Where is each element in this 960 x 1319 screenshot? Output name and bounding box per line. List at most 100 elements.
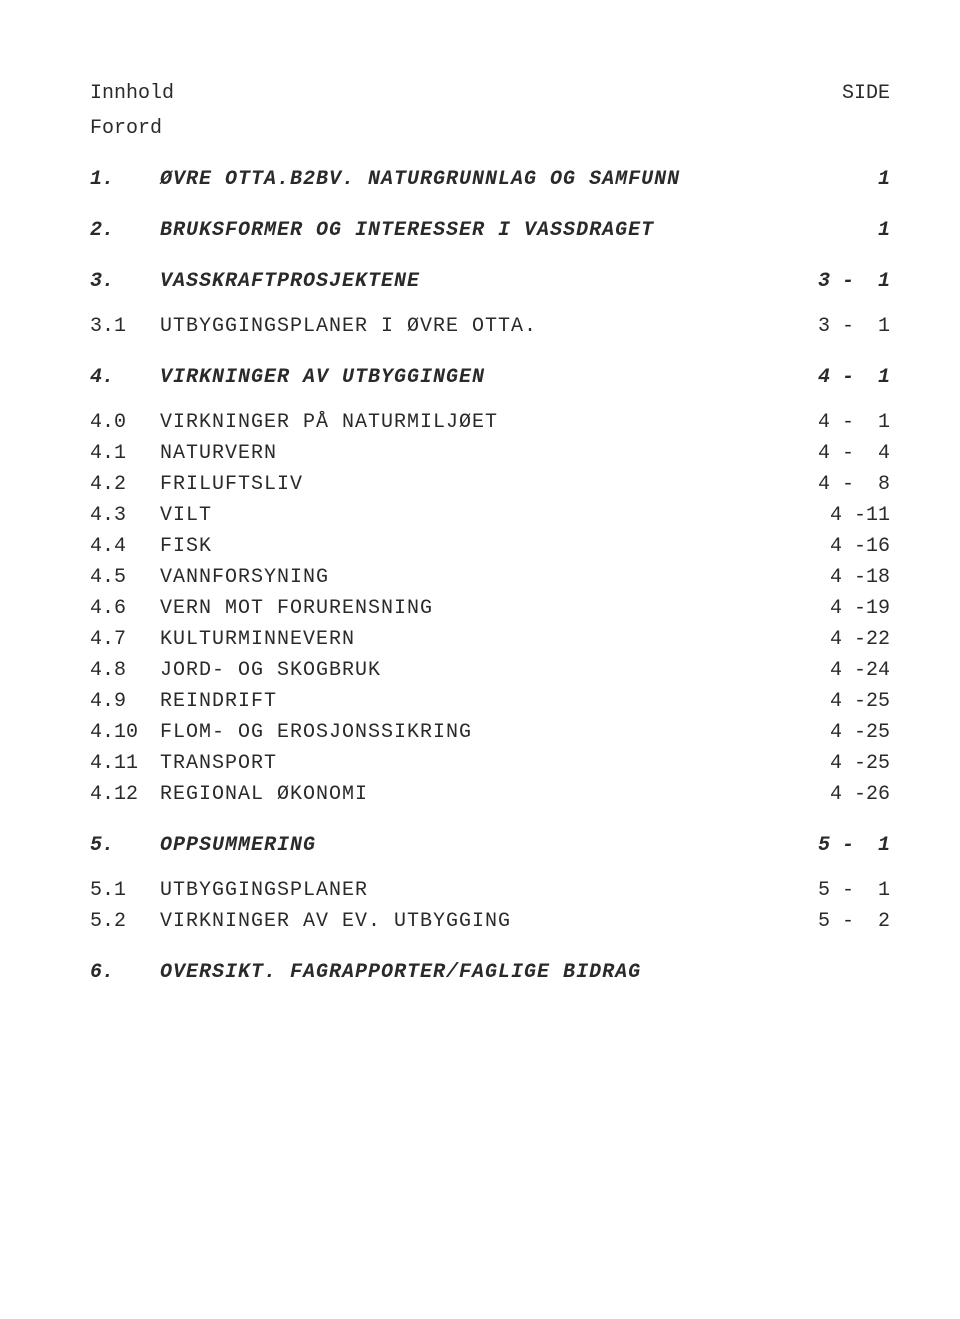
toc-entry-title: FLOM- OG EROSJONSSIKRING xyxy=(160,719,472,746)
toc-entry-number: 5. xyxy=(90,832,160,859)
toc-row-left: 4.9REINDRIFT xyxy=(90,688,277,715)
toc-row: 4.5VANNFORSYNING 4 -18 xyxy=(90,564,890,591)
toc-row: 4.1NATURVERN 4 - 4 xyxy=(90,440,890,467)
toc-entry-page: 3 - 1 xyxy=(800,313,890,340)
header-right: SIDE xyxy=(842,80,890,107)
toc-entry-title: BRUKSFORMER OG INTERESSER I VASSDRAGET xyxy=(160,217,654,244)
toc-entry-page: 4 -26 xyxy=(800,781,890,808)
toc-row-left: 4.VIRKNINGER AV UTBYGGINGEN xyxy=(90,364,485,391)
toc-row-left: 3.VASSKRAFTPROSJEKTENE xyxy=(90,268,420,295)
toc-row: 4.10FLOM- OG EROSJONSSIKRING 4 -25 xyxy=(90,719,890,746)
toc-entry-title: UTBYGGINGSPLANER I ØVRE OTTA. xyxy=(160,313,537,340)
toc-row: 4.VIRKNINGER AV UTBYGGINGEN 4 - 1 xyxy=(90,364,890,391)
toc-row-left: 4.10FLOM- OG EROSJONSSIKRING xyxy=(90,719,472,746)
toc-row-left: 6.OVERSIKT. FAGRAPPORTER/FAGLIGE BIDRAG xyxy=(90,959,641,986)
toc-entry-page: 4 -11 xyxy=(800,502,890,529)
toc-entry-title: VERN MOT FORURENSNING xyxy=(160,595,433,622)
toc-entry-page: 4 -24 xyxy=(800,657,890,684)
toc-row-left: 4.5VANNFORSYNING xyxy=(90,564,329,591)
toc-row: 3.VASSKRAFTPROSJEKTENE3 - 1 xyxy=(90,268,890,295)
toc-entry-page: 4 -22 xyxy=(800,626,890,653)
toc-entry-title: VIRKNINGER AV EV. UTBYGGING xyxy=(160,908,511,935)
toc-row-left: 5.OPPSUMMERING xyxy=(90,832,316,859)
table-of-contents: 1.ØVRE OTTA.B2BV. NATURGRUNNLAG OG SAMFU… xyxy=(90,166,890,986)
toc-entry-number: 4. xyxy=(90,364,160,391)
toc-entry-number: 5.1 xyxy=(90,877,160,904)
toc-row-left: 2.BRUKSFORMER OG INTERESSER I VASSDRAGET xyxy=(90,217,654,244)
toc-entry-number: 2. xyxy=(90,217,160,244)
toc-entry-number: 4.0 xyxy=(90,409,160,436)
toc-row: 4.6VERN MOT FORURENSNING 4 -19 xyxy=(90,595,890,622)
toc-entry-title: UTBYGGINGSPLANER xyxy=(160,877,368,904)
toc-entry-number: 4.6 xyxy=(90,595,160,622)
toc-entry-title: VANNFORSYNING xyxy=(160,564,329,591)
toc-entry-page: 5 - 1 xyxy=(800,877,890,904)
toc-row: 2.BRUKSFORMER OG INTERESSER I VASSDRAGET… xyxy=(90,217,890,244)
toc-row: 5.2VIRKNINGER AV EV. UTBYGGING 5 - 2 xyxy=(90,908,890,935)
toc-entry-number: 4.1 xyxy=(90,440,160,467)
toc-entry-title: VIRKNINGER PÅ NATURMILJØET xyxy=(160,409,498,436)
toc-entry-page: 4 -25 xyxy=(800,719,890,746)
toc-entry-page: 4 - 1 xyxy=(800,409,890,436)
toc-entry-page: 4 -25 xyxy=(800,688,890,715)
toc-row: 1.ØVRE OTTA.B2BV. NATURGRUNNLAG OG SAMFU… xyxy=(90,166,890,193)
toc-row-left: 1.ØVRE OTTA.B2BV. NATURGRUNNLAG OG SAMFU… xyxy=(90,166,680,193)
toc-row-left: 4.3VILT xyxy=(90,502,212,529)
toc-row-left: 5.2VIRKNINGER AV EV. UTBYGGING xyxy=(90,908,511,935)
toc-entry-number: 5.2 xyxy=(90,908,160,935)
toc-entry-number: 4.2 xyxy=(90,471,160,498)
toc-entry-number: 4.10 xyxy=(90,719,160,746)
toc-entry-page: 4 - 1 xyxy=(800,364,890,391)
toc-entry-page: 4 -18 xyxy=(800,564,890,591)
toc-entry-number: 4.4 xyxy=(90,533,160,560)
toc-entry-title: OPPSUMMERING xyxy=(160,832,316,859)
toc-entry-number: 3. xyxy=(90,268,160,295)
toc-entry-title: KULTURMINNEVERN xyxy=(160,626,355,653)
toc-row-left: 4.2FRILUFTSLIV xyxy=(90,471,303,498)
toc-entry-title: FISK xyxy=(160,533,212,560)
toc-entry-number: 4.11 xyxy=(90,750,160,777)
toc-entry-title: NATURVERN xyxy=(160,440,277,467)
toc-row: 5.1UTBYGGINGSPLANER 5 - 1 xyxy=(90,877,890,904)
toc-entry-page: 4 - 4 xyxy=(800,440,890,467)
toc-entry-page: 4 -25 xyxy=(800,750,890,777)
toc-row-left: 4.12REGIONAL ØKONOMI xyxy=(90,781,368,808)
toc-entry-title: TRANSPORT xyxy=(160,750,277,777)
toc-row-left: 4.0VIRKNINGER PÅ NATURMILJØET xyxy=(90,409,498,436)
toc-entry-page: 4 - 8 xyxy=(800,471,890,498)
toc-row-left: 5.1UTBYGGINGSPLANER xyxy=(90,877,368,904)
toc-entry-page: 4 -19 xyxy=(800,595,890,622)
toc-entry-title: OVERSIKT. FAGRAPPORTER/FAGLIGE BIDRAG xyxy=(160,959,641,986)
forord-label: Forord xyxy=(90,115,162,142)
toc-entry-page: 1 xyxy=(800,166,890,193)
toc-entry-title: ØVRE OTTA.B2BV. NATURGRUNNLAG OG SAMFUNN xyxy=(160,166,680,193)
toc-entry-number: 4.12 xyxy=(90,781,160,808)
toc-entry-title: REINDRIFT xyxy=(160,688,277,715)
header-row: Innhold SIDE xyxy=(90,80,890,107)
toc-row: 4.11TRANSPORT 4 -25 xyxy=(90,750,890,777)
toc-entry-page: 4 -16 xyxy=(800,533,890,560)
toc-entry-title: VASSKRAFTPROSJEKTENE xyxy=(160,268,420,295)
toc-row: 6.OVERSIKT. FAGRAPPORTER/FAGLIGE BIDRAG xyxy=(90,959,890,986)
toc-row-left: 4.7KULTURMINNEVERN xyxy=(90,626,355,653)
toc-row: 4.4FISK 4 -16 xyxy=(90,533,890,560)
toc-entry-number: 4.7 xyxy=(90,626,160,653)
toc-entry-number: 4.9 xyxy=(90,688,160,715)
toc-entry-number: 4.3 xyxy=(90,502,160,529)
toc-row-left: 3.1UTBYGGINGSPLANER I ØVRE OTTA. xyxy=(90,313,537,340)
toc-entry-number: 6. xyxy=(90,959,160,986)
toc-entry-number: 1. xyxy=(90,166,160,193)
toc-row: 4.2FRILUFTSLIV 4 - 8 xyxy=(90,471,890,498)
toc-entry-number: 4.5 xyxy=(90,564,160,591)
toc-entry-number: 3.1 xyxy=(90,313,160,340)
toc-entry-page: 5 - 1 xyxy=(800,832,890,859)
toc-row-left: 4.1NATURVERN xyxy=(90,440,277,467)
toc-entry-title: FRILUFTSLIV xyxy=(160,471,303,498)
toc-row: 5.OPPSUMMERING 5 - 1 xyxy=(90,832,890,859)
toc-entry-page: 5 - 2 xyxy=(800,908,890,935)
toc-row-left: 4.11TRANSPORT xyxy=(90,750,277,777)
toc-entry-number: 4.8 xyxy=(90,657,160,684)
toc-row-left: 4.8JORD- OG SKOGBRUK xyxy=(90,657,381,684)
toc-row-left: 4.4FISK xyxy=(90,533,212,560)
toc-entry-title: VIRKNINGER AV UTBYGGINGEN xyxy=(160,364,485,391)
